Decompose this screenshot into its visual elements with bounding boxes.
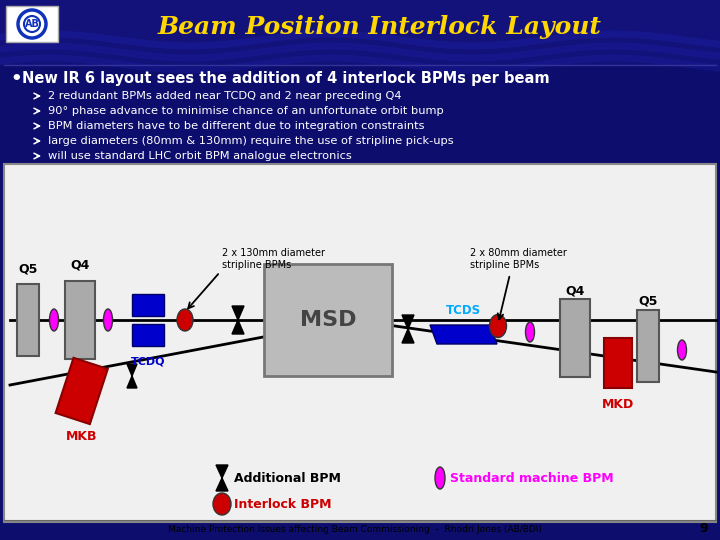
Bar [560, 299, 590, 377]
Ellipse shape [678, 340, 686, 360]
Text: TCDS: TCDS [446, 304, 480, 317]
Text: MKD: MKD [602, 398, 634, 411]
Bar [132, 324, 164, 346]
Text: 9: 9 [699, 523, 708, 536]
Bar [0, 0, 720, 65]
Text: 90° phase advance to minimise chance of an unfortunate orbit bump: 90° phase advance to minimise chance of … [48, 106, 444, 116]
Polygon shape [430, 325, 497, 344]
Text: large diameters (80mm & 130mm) require the use of stripline pick-ups: large diameters (80mm & 130mm) require t… [48, 136, 454, 146]
Bar [6, 6, 58, 42]
Circle shape [24, 16, 40, 32]
Text: Q5: Q5 [639, 295, 657, 308]
Text: 2 x 80mm diameter
stripline BPMs: 2 x 80mm diameter stripline BPMs [470, 248, 567, 270]
Text: MKB: MKB [66, 430, 98, 443]
Text: Additional BPM: Additional BPM [234, 471, 341, 484]
Ellipse shape [177, 309, 193, 331]
Bar [132, 294, 164, 316]
Ellipse shape [104, 309, 112, 331]
Polygon shape [216, 465, 228, 491]
Text: TCDQ: TCDQ [131, 356, 166, 366]
Bar [604, 338, 632, 388]
Text: Beam Position Interlock Layout: Beam Position Interlock Layout [158, 15, 602, 39]
Bar [55, 358, 108, 424]
Bar [65, 281, 95, 359]
Bar [17, 284, 39, 356]
Text: 2 redundant BPMs added near TCDQ and 2 near preceding Q4: 2 redundant BPMs added near TCDQ and 2 n… [48, 91, 402, 101]
Ellipse shape [526, 322, 534, 342]
Text: AB: AB [24, 19, 40, 29]
Polygon shape [402, 315, 414, 343]
Text: MSD: MSD [300, 310, 356, 330]
Text: •: • [10, 70, 22, 88]
Text: Q4: Q4 [71, 259, 90, 272]
Text: New IR 6 layout sees the addition of 4 interlock BPMs per beam: New IR 6 layout sees the addition of 4 i… [22, 71, 549, 86]
Ellipse shape [435, 467, 445, 489]
Circle shape [18, 10, 46, 38]
Bar [4, 164, 716, 522]
Text: Q5: Q5 [18, 262, 37, 275]
Polygon shape [127, 364, 137, 388]
Text: BPM diameters have to be different due to integration constraints: BPM diameters have to be different due t… [48, 121, 425, 131]
Bar [264, 264, 392, 376]
Text: Interlock BPM: Interlock BPM [234, 497, 331, 510]
Text: will use standard LHC orbit BPM analogue electronics: will use standard LHC orbit BPM analogue… [48, 151, 352, 161]
Text: Machine Protection Issues affecting Beam Commissioning  -  Rhodri Jones (AB/BDI): Machine Protection Issues affecting Beam… [168, 524, 542, 534]
Text: Q4: Q4 [565, 285, 585, 298]
Ellipse shape [213, 493, 231, 515]
Ellipse shape [490, 314, 506, 338]
Polygon shape [232, 306, 244, 334]
Text: Standard machine BPM: Standard machine BPM [450, 471, 613, 484]
Bar [637, 310, 659, 382]
Text: 2 x 130mm diameter
stripline BPMs: 2 x 130mm diameter stripline BPMs [222, 248, 325, 270]
Ellipse shape [50, 309, 58, 331]
